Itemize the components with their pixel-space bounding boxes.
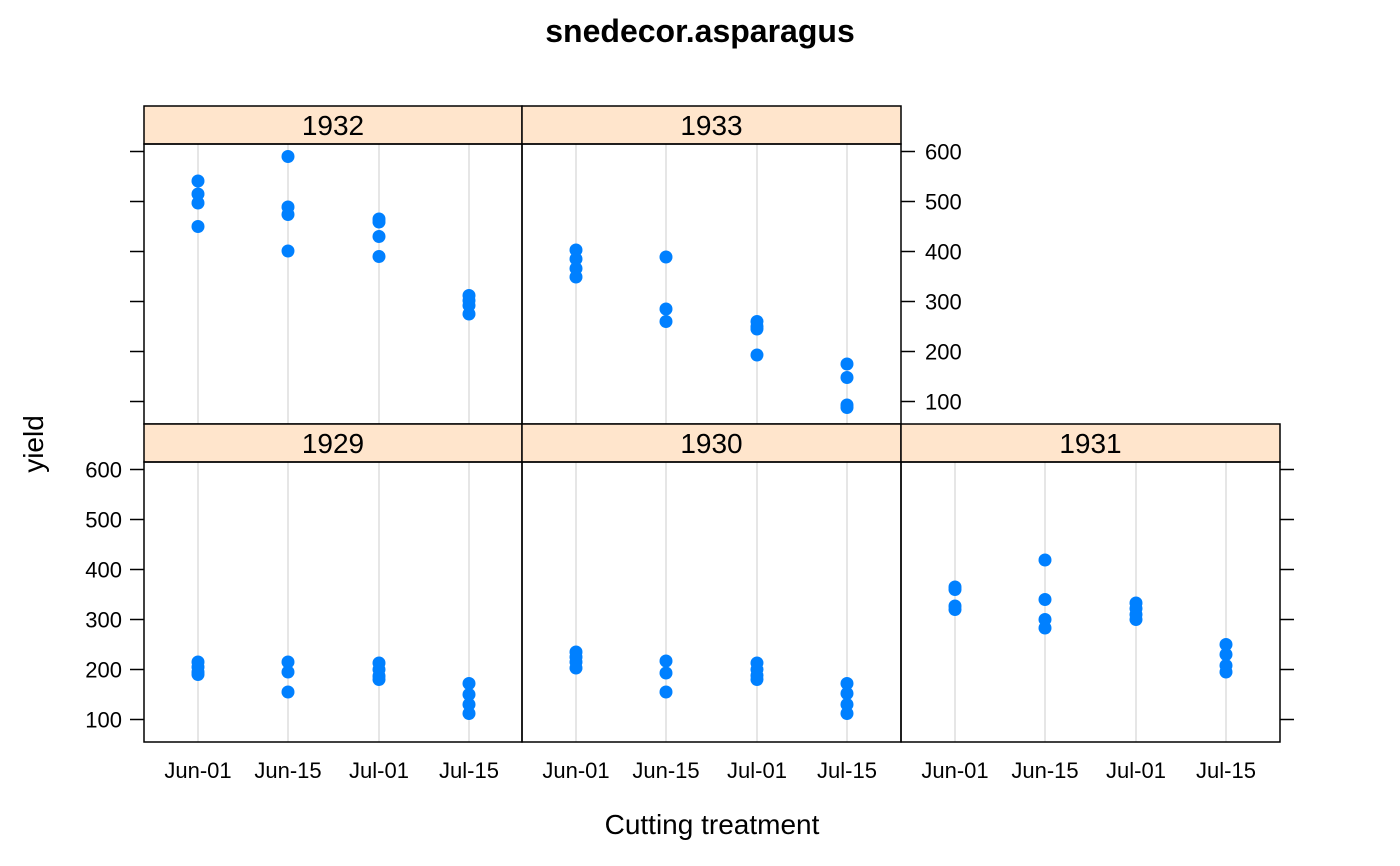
axes: 100 200 300 400 500 600 100 200 300 400 500 600 Jun-… (85, 140, 1294, 783)
data-point (191, 196, 205, 210)
y-tick-label: 500 (85, 508, 122, 533)
x-tick-label: Jun-15 (1011, 758, 1078, 783)
data-point (948, 603, 962, 616)
x-tick-label: Jun-15 (632, 758, 699, 783)
data-point (840, 357, 854, 371)
panel-1929: 1929 (143, 423, 523, 743)
strip-background (900, 423, 1281, 463)
data-point (840, 371, 854, 384)
panel-1932: 1932 (143, 105, 523, 425)
data-point (281, 685, 295, 699)
y-tick-label: 200 (85, 658, 122, 683)
strip-label: 1932 (302, 110, 364, 141)
x-tick-label: Jul-15 (439, 758, 499, 783)
data-point (569, 661, 583, 675)
x-tick-label: Jun-01 (921, 758, 988, 783)
data-point (191, 668, 205, 681)
x-tick-label: Jul-15 (817, 758, 877, 783)
y-tick-label: 600 (925, 140, 962, 165)
data-point (1038, 553, 1052, 567)
data-point (840, 687, 854, 700)
data-point (750, 673, 764, 686)
data-point (569, 270, 583, 284)
data-point (569, 243, 583, 257)
strip-label: 1930 (680, 428, 742, 459)
data-point (462, 707, 476, 720)
data-point (840, 677, 854, 690)
strip-background (521, 105, 902, 145)
data-point (659, 654, 673, 668)
strip-label: 1931 (1059, 428, 1121, 459)
data-point (372, 250, 386, 263)
y-tick-label: 100 (925, 390, 962, 415)
data-point (659, 250, 673, 264)
y-tick-label: 300 (85, 608, 122, 633)
data-point (840, 401, 854, 414)
data-point (1038, 593, 1052, 606)
y-axis-label: yield (18, 415, 49, 473)
data-point (1038, 621, 1052, 635)
y-tick-label: 400 (85, 558, 122, 583)
y-tick-label: 100 (85, 708, 122, 733)
chart-title: snedecor.asparagus (545, 13, 854, 49)
data-point (462, 677, 476, 690)
x-tick-label: Jul-15 (1196, 758, 1256, 783)
data-point (191, 174, 205, 188)
data-point (659, 315, 673, 328)
data-point (750, 322, 764, 336)
x-tick-label: Jun-01 (164, 758, 231, 783)
strip-label: 1929 (302, 428, 364, 459)
panel-1930: 1930 (521, 423, 902, 743)
x-tick-label: Jul-01 (727, 758, 787, 783)
data-point (372, 673, 386, 686)
x-tick-label: Jun-15 (254, 758, 321, 783)
x-tick-label: Jul-01 (349, 758, 409, 783)
data-point (462, 698, 476, 711)
data-point (659, 302, 673, 316)
data-point (659, 666, 673, 680)
data-point (191, 187, 205, 201)
data-point (372, 230, 386, 243)
x-tick-label: Jun-01 (542, 758, 609, 783)
data-point (1219, 665, 1233, 679)
data-point (372, 215, 386, 229)
y-tick-label: 400 (925, 240, 962, 265)
data-point (840, 707, 854, 720)
data-point (281, 244, 295, 258)
data-point (840, 698, 854, 711)
y-tick-label: 200 (925, 340, 962, 365)
data-point (462, 688, 476, 701)
data-point (281, 208, 295, 221)
data-point (948, 583, 962, 596)
strip-label: 1933 (680, 110, 742, 141)
y-tick-label: 600 (85, 458, 122, 483)
data-point (1219, 638, 1233, 651)
data-point (1219, 648, 1233, 661)
x-axis-label: Cutting treatment (605, 809, 820, 840)
panel-1933: 1933 (521, 105, 902, 425)
strip-background (521, 423, 902, 463)
data-point (281, 150, 295, 163)
y-tick-label: 500 (925, 190, 962, 215)
y-tick-label: 300 (925, 290, 962, 315)
data-point (191, 220, 205, 233)
data-point (750, 348, 764, 362)
data-point (569, 252, 583, 266)
strip-background (143, 105, 523, 145)
panel-border (900, 461, 1281, 743)
data-point (1129, 613, 1143, 626)
data-point (281, 665, 295, 679)
data-point (659, 685, 673, 699)
panel-1931: 1931 (900, 423, 1281, 743)
data-point (281, 655, 295, 669)
data-point (462, 307, 476, 321)
x-tick-label: Jul-01 (1106, 758, 1166, 783)
